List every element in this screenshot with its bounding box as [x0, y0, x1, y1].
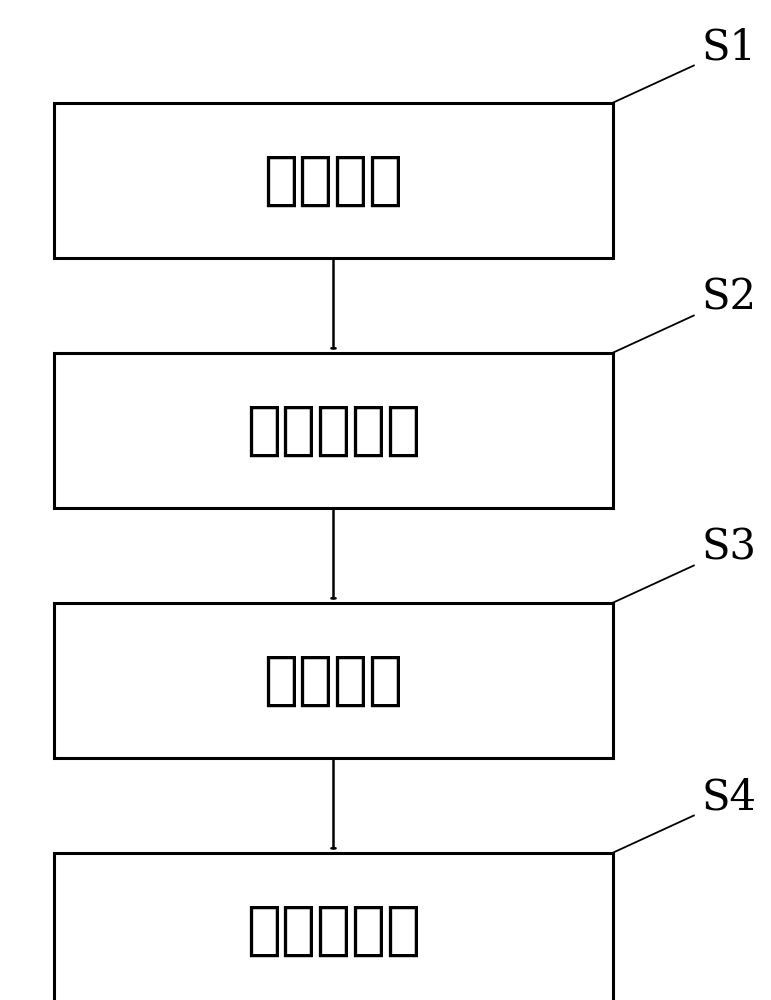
Text: S4: S4 [702, 776, 756, 818]
Bar [54, 852, 614, 1000]
Bar [54, 103, 614, 258]
Bar [54, 353, 614, 508]
Text: 抽取脂肪: 抽取脂肪 [264, 652, 403, 708]
Text: 注射膨胀液: 注射膨胀液 [246, 401, 421, 458]
Bar [54, 602, 614, 758]
Text: S2: S2 [702, 276, 756, 318]
Text: S3: S3 [702, 526, 756, 568]
Text: 穿刺皮肤: 穿刺皮肤 [264, 151, 403, 209]
Text: S1: S1 [702, 26, 756, 68]
Text: 更换注射器: 更换注射器 [246, 902, 421, 958]
